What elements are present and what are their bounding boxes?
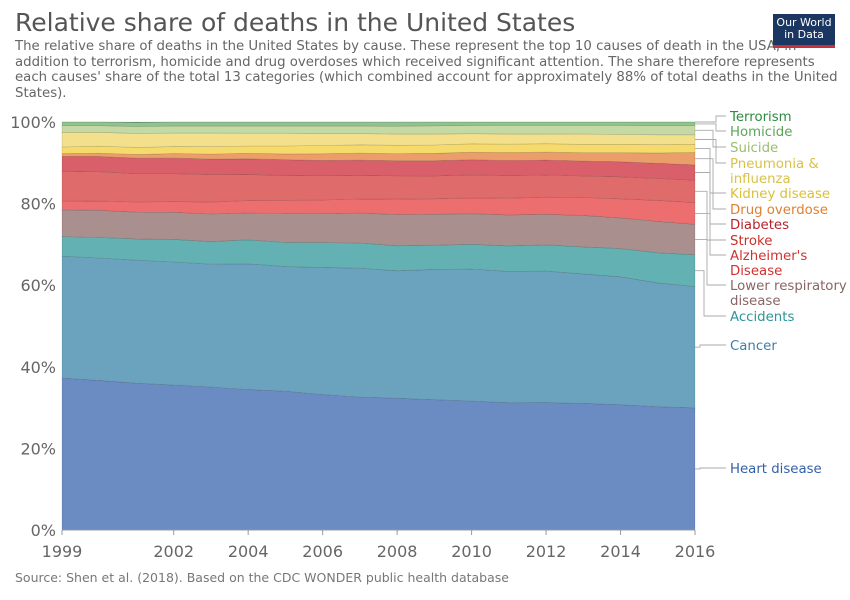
label-connector-cancer [695, 344, 726, 348]
y-tick-label: 80% [20, 195, 56, 214]
series-label-homicide: Homicide [730, 125, 792, 140]
chart-subtitle: The relative share of deaths in the Unit… [15, 39, 838, 101]
series-label-stroke: Stroke [730, 234, 772, 249]
label-connector-stroke [695, 190, 726, 241]
series-label-suicide: Suicide [730, 141, 778, 156]
label-connector-pneumonia-influenza [695, 139, 726, 164]
label-connector-homicide [695, 123, 726, 132]
x-tick-label: 2012 [526, 542, 567, 561]
logo-line-1: Our World [776, 16, 832, 29]
x-tick-label: 2014 [600, 542, 641, 561]
label-connector-heart-disease [695, 467, 726, 470]
y-tick-label: 60% [20, 276, 56, 295]
series-label-terrorism: Terrorism [729, 110, 792, 125]
x-tick-label: 2006 [302, 542, 343, 561]
x-tick-label: 2008 [377, 542, 418, 561]
label-connector-lower-respiratory-disease [695, 239, 726, 286]
series-label-heart-disease: Heart disease [730, 462, 822, 477]
series-label-lower-respiratory-disease: disease [730, 294, 781, 309]
series-label-pneumonia-influenza: Pneumonia & [730, 157, 819, 172]
series-label-cancer: Cancer [730, 339, 777, 354]
series-label-accidents: Accidents [730, 310, 794, 325]
series-label-drug-overdose: Drug overdose [730, 203, 828, 218]
area-suicide [61, 125, 696, 136]
series-label-pneumonia-influenza: influenza [730, 172, 791, 187]
y-tick-label: 100% [10, 113, 56, 132]
area-homicide [61, 121, 696, 127]
y-tick-label: 20% [20, 439, 56, 458]
chart-title: Relative share of deaths in the United S… [15, 8, 576, 37]
series-label-diabetes: Diabetes [730, 218, 789, 233]
label-connector-alzheimer-s-disease [695, 212, 726, 256]
y-tick-label: 0% [31, 521, 56, 540]
x-tick-label: 2016 [675, 542, 716, 561]
x-tick-label: 1999 [42, 542, 83, 561]
source-note: Source: Shen et al. (2018). Based on the… [15, 570, 509, 585]
label-connector-kidney-disease [695, 147, 726, 194]
series-label-alzheimer-s-disease: Disease [730, 264, 782, 279]
label-connector-suicide [695, 129, 726, 148]
label-connector-accidents [695, 270, 726, 317]
owid-logo[interactable]: Our World in Data [773, 14, 835, 48]
label-connector-terrorism [695, 115, 726, 123]
x-tick-label: 2004 [228, 542, 269, 561]
series-label-alzheimer-s-disease: Alzheimer's [730, 249, 807, 264]
x-tick-label: 2010 [451, 542, 492, 561]
y-tick-label: 40% [20, 358, 56, 377]
x-tick-label: 2002 [153, 542, 194, 561]
label-connector-drug-overdose [695, 158, 726, 210]
logo-line-2: in Data [784, 28, 824, 41]
series-label-kidney-disease: Kidney disease [730, 187, 830, 202]
label-connector-diabetes [695, 172, 726, 225]
series-label-lower-respiratory-disease: Lower respiratory [730, 279, 847, 294]
